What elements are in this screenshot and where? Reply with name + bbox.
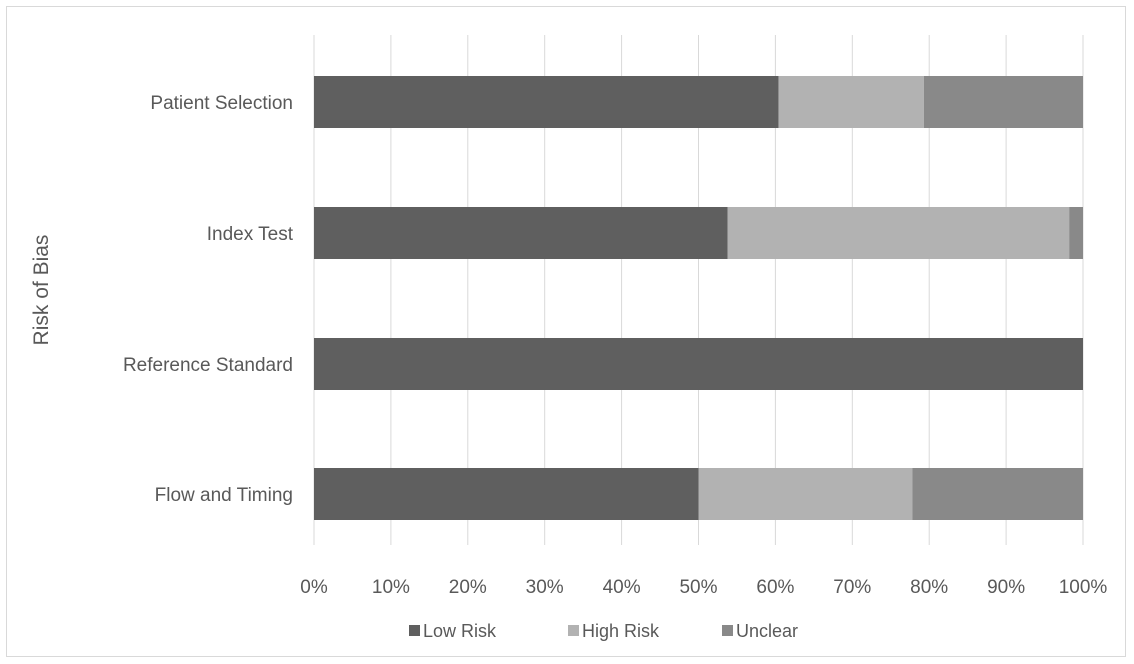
x-tick-label: 0% [300,577,328,598]
bar-low-risk [314,338,1083,390]
bar-high-risk [727,207,1070,259]
category-label: Index Test [207,224,294,245]
bar-unclear [923,76,1083,128]
x-tick-label: 10% [372,577,410,598]
x-tick-label: 70% [833,577,871,598]
bar-high-risk [698,468,913,520]
bar-unclear [912,468,1083,520]
bar-low-risk [314,76,779,128]
legend-swatch [568,625,579,636]
x-tick-label: 20% [449,577,487,598]
x-tick-label: 60% [756,577,794,598]
x-axis-ticks: 0% 10% 20% 30% 40% 50% 60% 70% 80% 90% 100% [300,577,1107,598]
bars [314,76,1083,520]
category-label: Flow and Timing [155,485,293,506]
legend-swatch [722,625,733,636]
x-tick-label: 40% [603,577,641,598]
bar-low-risk [314,207,728,259]
category-label: Patient Selection [150,93,293,114]
bar-high-risk [778,76,924,128]
x-tick-label: 80% [910,577,948,598]
legend-label: High Risk [582,621,660,641]
x-tick-label: 50% [679,577,717,598]
legend: Low Risk High Risk Unclear [409,621,798,641]
x-tick-label: 30% [526,577,564,598]
legend-swatch [409,625,420,636]
legend-label: Low Risk [423,621,497,641]
y-axis-label: Risk of Bias [30,235,53,346]
x-tick-label: 90% [987,577,1025,598]
category-label: Reference Standard [123,355,293,376]
x-tick-label: 100% [1059,577,1108,598]
category-labels: Patient Selection Index Test Reference Sta… [123,93,294,506]
bar-low-risk [314,468,699,520]
bar-unclear [1069,207,1083,259]
legend-label: Unclear [736,621,798,641]
